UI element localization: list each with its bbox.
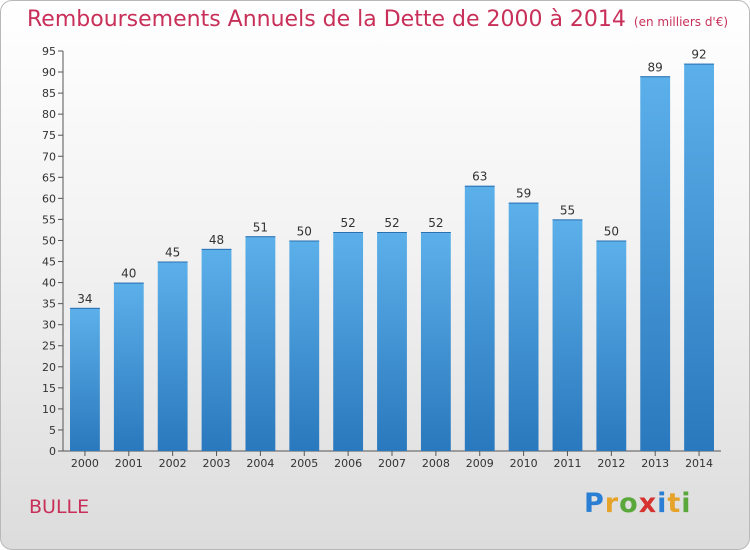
value-label-2014: 92 — [691, 48, 706, 62]
x-tick-label: 2008 — [422, 457, 450, 470]
logo-letter: i — [657, 488, 668, 519]
bar-2010 — [508, 202, 539, 451]
y-tick-label: 35 — [42, 298, 56, 311]
y-tick-label: 15 — [42, 382, 56, 395]
bar-2002 — [157, 261, 188, 451]
bar-2014 — [684, 63, 714, 451]
value-labels: 34 40 45 48 51 50 52 52 52 63 59 55 50 89 92 — [77, 48, 706, 306]
y-tick-label: 60 — [42, 192, 56, 205]
value-label-2013: 89 — [648, 60, 663, 74]
y-tick-label: 25 — [42, 340, 56, 353]
bar-2008 — [420, 232, 451, 451]
bar-2005 — [289, 240, 320, 451]
y-tick-label: 45 — [42, 256, 56, 269]
logo-letter: o — [619, 488, 639, 519]
x-tick-label: 2001 — [115, 457, 143, 470]
chart-title: Remboursements Annuels de la Dette de 20… — [27, 7, 728, 32]
y-tick-label: 55 — [42, 213, 56, 226]
x-tick-label: 2003 — [203, 457, 231, 470]
bar-2007 — [377, 232, 407, 451]
x-tick-label: 2004 — [246, 457, 274, 470]
y-tick-label: 85 — [42, 87, 56, 100]
y-tick-label: 40 — [42, 277, 56, 290]
value-label-2002: 45 — [165, 246, 180, 260]
value-label-2001: 40 — [121, 267, 136, 281]
value-label-2006: 52 — [340, 216, 355, 230]
bar-2000 — [70, 307, 100, 451]
x-tick-label: 2007 — [378, 457, 406, 470]
logo-letter: x — [638, 488, 658, 519]
x-tick-label: 2014 — [685, 457, 713, 470]
bar-2006 — [333, 232, 364, 451]
y-tick-label: 0 — [49, 445, 56, 458]
bar-2001 — [113, 282, 144, 451]
y-tick-label: 50 — [42, 234, 56, 247]
bar-2004 — [245, 236, 276, 451]
value-label-2000: 34 — [77, 292, 92, 306]
x-tick-label: 2009 — [466, 457, 494, 470]
bars — [70, 63, 714, 452]
chart-unit-note: (en milliers d'€) — [633, 15, 729, 29]
value-label-2004: 51 — [253, 220, 268, 234]
x-tick-label: 2011 — [553, 457, 581, 470]
y-tick-label: 65 — [42, 171, 56, 184]
bar-2013 — [640, 76, 671, 452]
y-tick-label: 80 — [42, 108, 56, 121]
value-label-2011: 55 — [560, 203, 575, 217]
bar-2011 — [552, 219, 583, 451]
logo-letter: r — [604, 488, 620, 519]
y-axis: 0 5 10 15 20 25 30 35 40 45 50 55 60 65 70 75 80 85 90 95 — [42, 45, 64, 458]
bar-2012 — [596, 240, 627, 451]
x-tick-label: 2013 — [641, 457, 669, 470]
x-tick-label: 2010 — [510, 457, 538, 470]
value-label-2010: 59 — [516, 187, 531, 201]
x-tick-label: 2006 — [334, 457, 362, 470]
logo-letter: t — [667, 488, 682, 519]
chart-title-text: Remboursements Annuels de la Dette de 20… — [27, 7, 626, 32]
y-tick-label: 90 — [42, 66, 56, 79]
x-axis: 2000 2001 2002 2003 2004 2005 2006 2007 2008 2009… — [63, 450, 721, 470]
y-tick-label: 10 — [42, 403, 56, 416]
x-tick-label: 2012 — [597, 457, 625, 470]
y-tick-label: 75 — [42, 129, 56, 142]
y-tick-label: 30 — [42, 319, 56, 332]
y-tick-label: 95 — [42, 45, 56, 58]
bar-2003 — [201, 248, 232, 451]
value-label-2012: 50 — [604, 224, 619, 238]
proxiti-logo[interactable]: Proxiti — [584, 488, 692, 519]
y-tick-label: 20 — [42, 361, 56, 374]
logo-letter: P — [584, 488, 605, 519]
y-tick-label: 70 — [42, 150, 56, 163]
value-label-2009: 63 — [472, 170, 487, 184]
x-tick-label: 2000 — [71, 457, 99, 470]
value-label-2003: 48 — [209, 233, 224, 247]
bar-2009 — [464, 185, 495, 451]
value-label-2008: 52 — [428, 216, 443, 230]
value-label-2005: 50 — [297, 224, 312, 238]
value-label-2007: 52 — [384, 216, 399, 230]
x-tick-label: 2002 — [159, 457, 187, 470]
commune-name: BULLE — [29, 496, 90, 518]
logo-letter: i — [681, 488, 692, 519]
x-tick-label: 2005 — [290, 457, 318, 470]
y-tick-label: 5 — [49, 424, 56, 437]
